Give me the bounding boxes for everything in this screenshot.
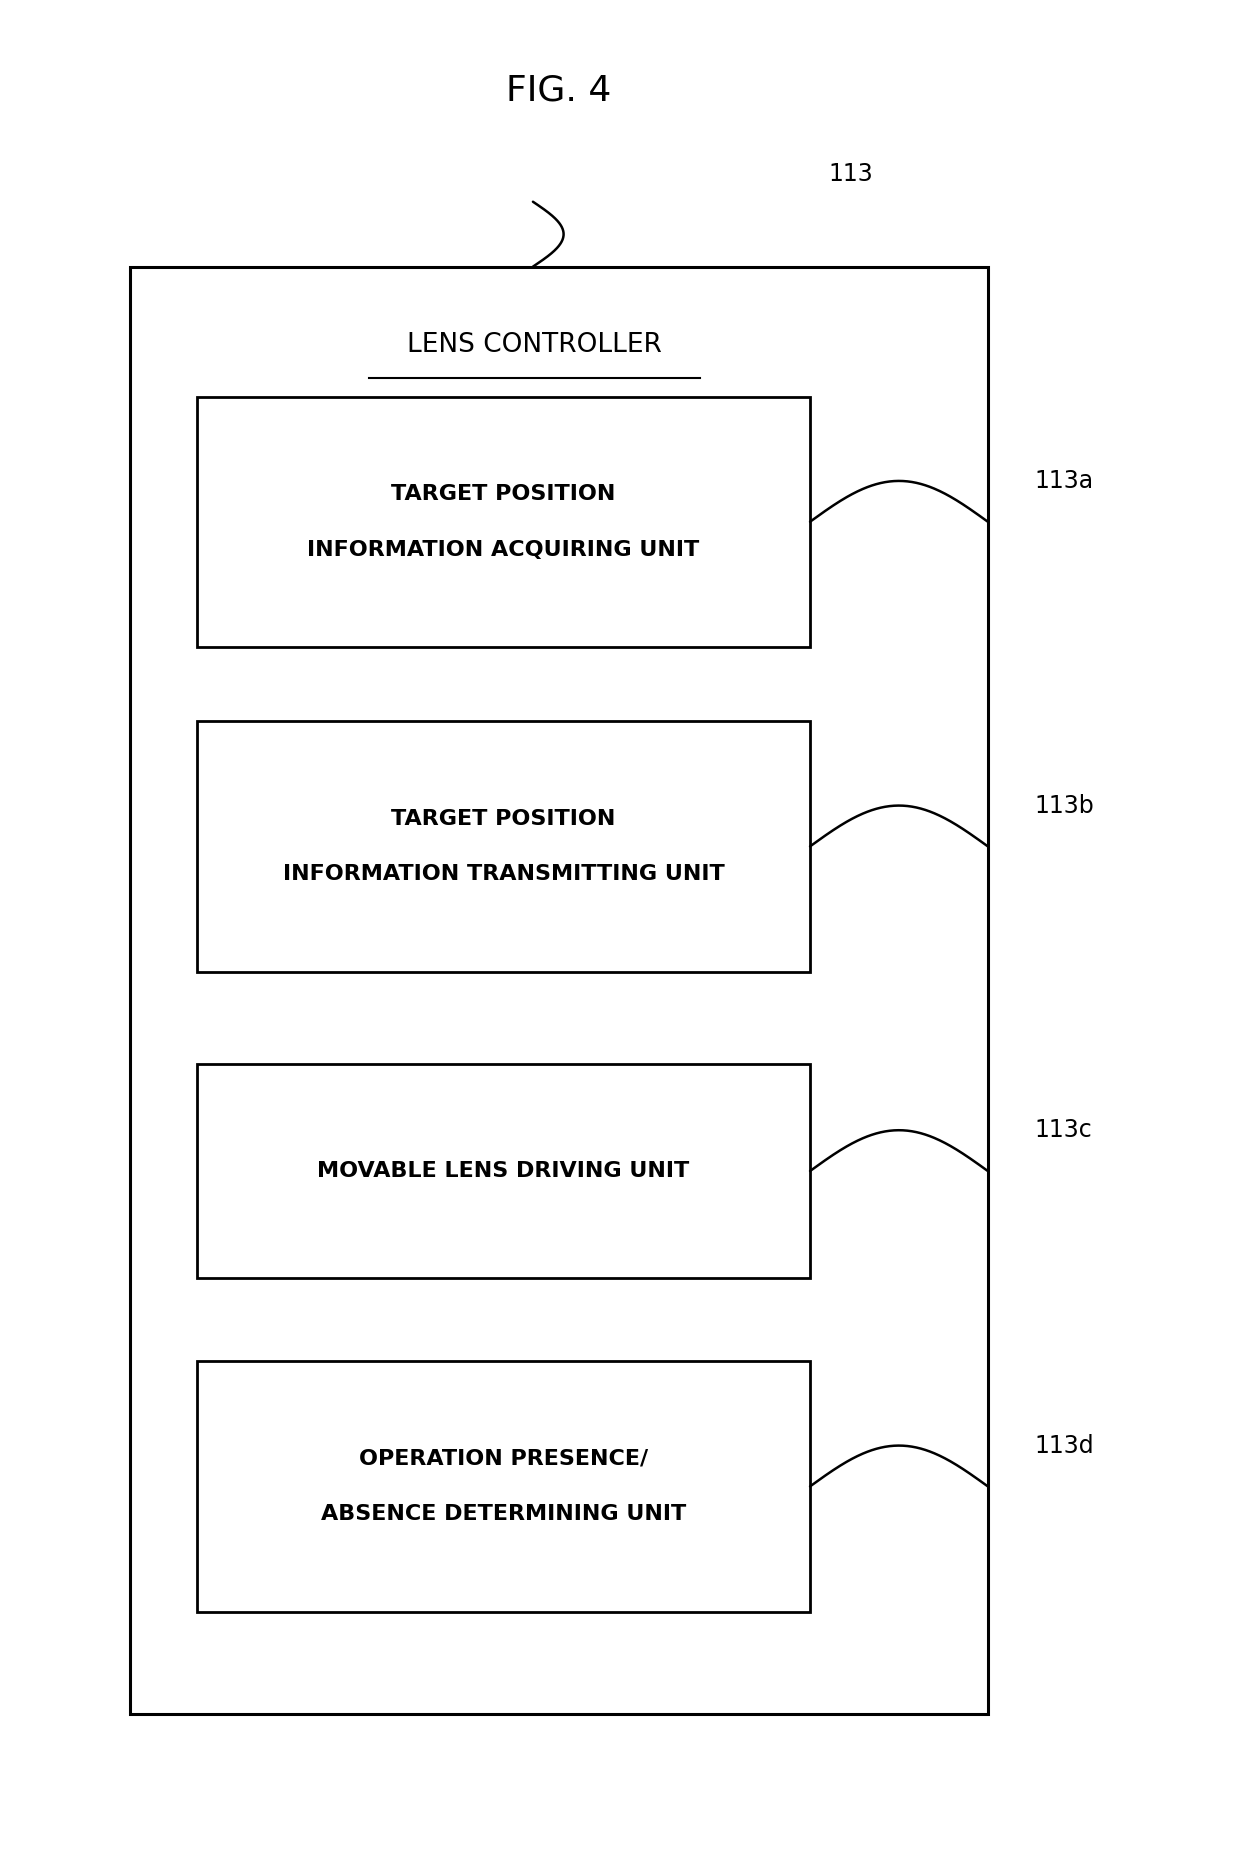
Text: ABSENCE DETERMINING UNIT: ABSENCE DETERMINING UNIT — [321, 1505, 686, 1525]
Bar — [197, 1361, 810, 1611]
Text: 113: 113 — [828, 163, 873, 185]
Bar — [129, 267, 988, 1714]
Text: 113d: 113d — [1034, 1434, 1094, 1458]
Text: 113b: 113b — [1034, 794, 1094, 817]
Text: LENS CONTROLLER: LENS CONTROLLER — [407, 331, 662, 357]
Bar — [197, 721, 810, 972]
Text: TARGET POSITION: TARGET POSITION — [392, 484, 616, 505]
Text: 113c: 113c — [1034, 1118, 1092, 1142]
Text: INFORMATION ACQUIRING UNIT: INFORMATION ACQUIRING UNIT — [308, 540, 699, 559]
Text: OPERATION PRESENCE/: OPERATION PRESENCE/ — [358, 1448, 649, 1469]
Bar — [197, 396, 810, 647]
Bar — [197, 1063, 810, 1278]
Text: INFORMATION TRANSMITTING UNIT: INFORMATION TRANSMITTING UNIT — [283, 863, 724, 884]
Text: 113a: 113a — [1034, 469, 1094, 493]
Text: TARGET POSITION: TARGET POSITION — [392, 809, 616, 828]
Text: MOVABLE LENS DRIVING UNIT: MOVABLE LENS DRIVING UNIT — [317, 1161, 689, 1181]
Text: FIG. 4: FIG. 4 — [506, 73, 611, 107]
